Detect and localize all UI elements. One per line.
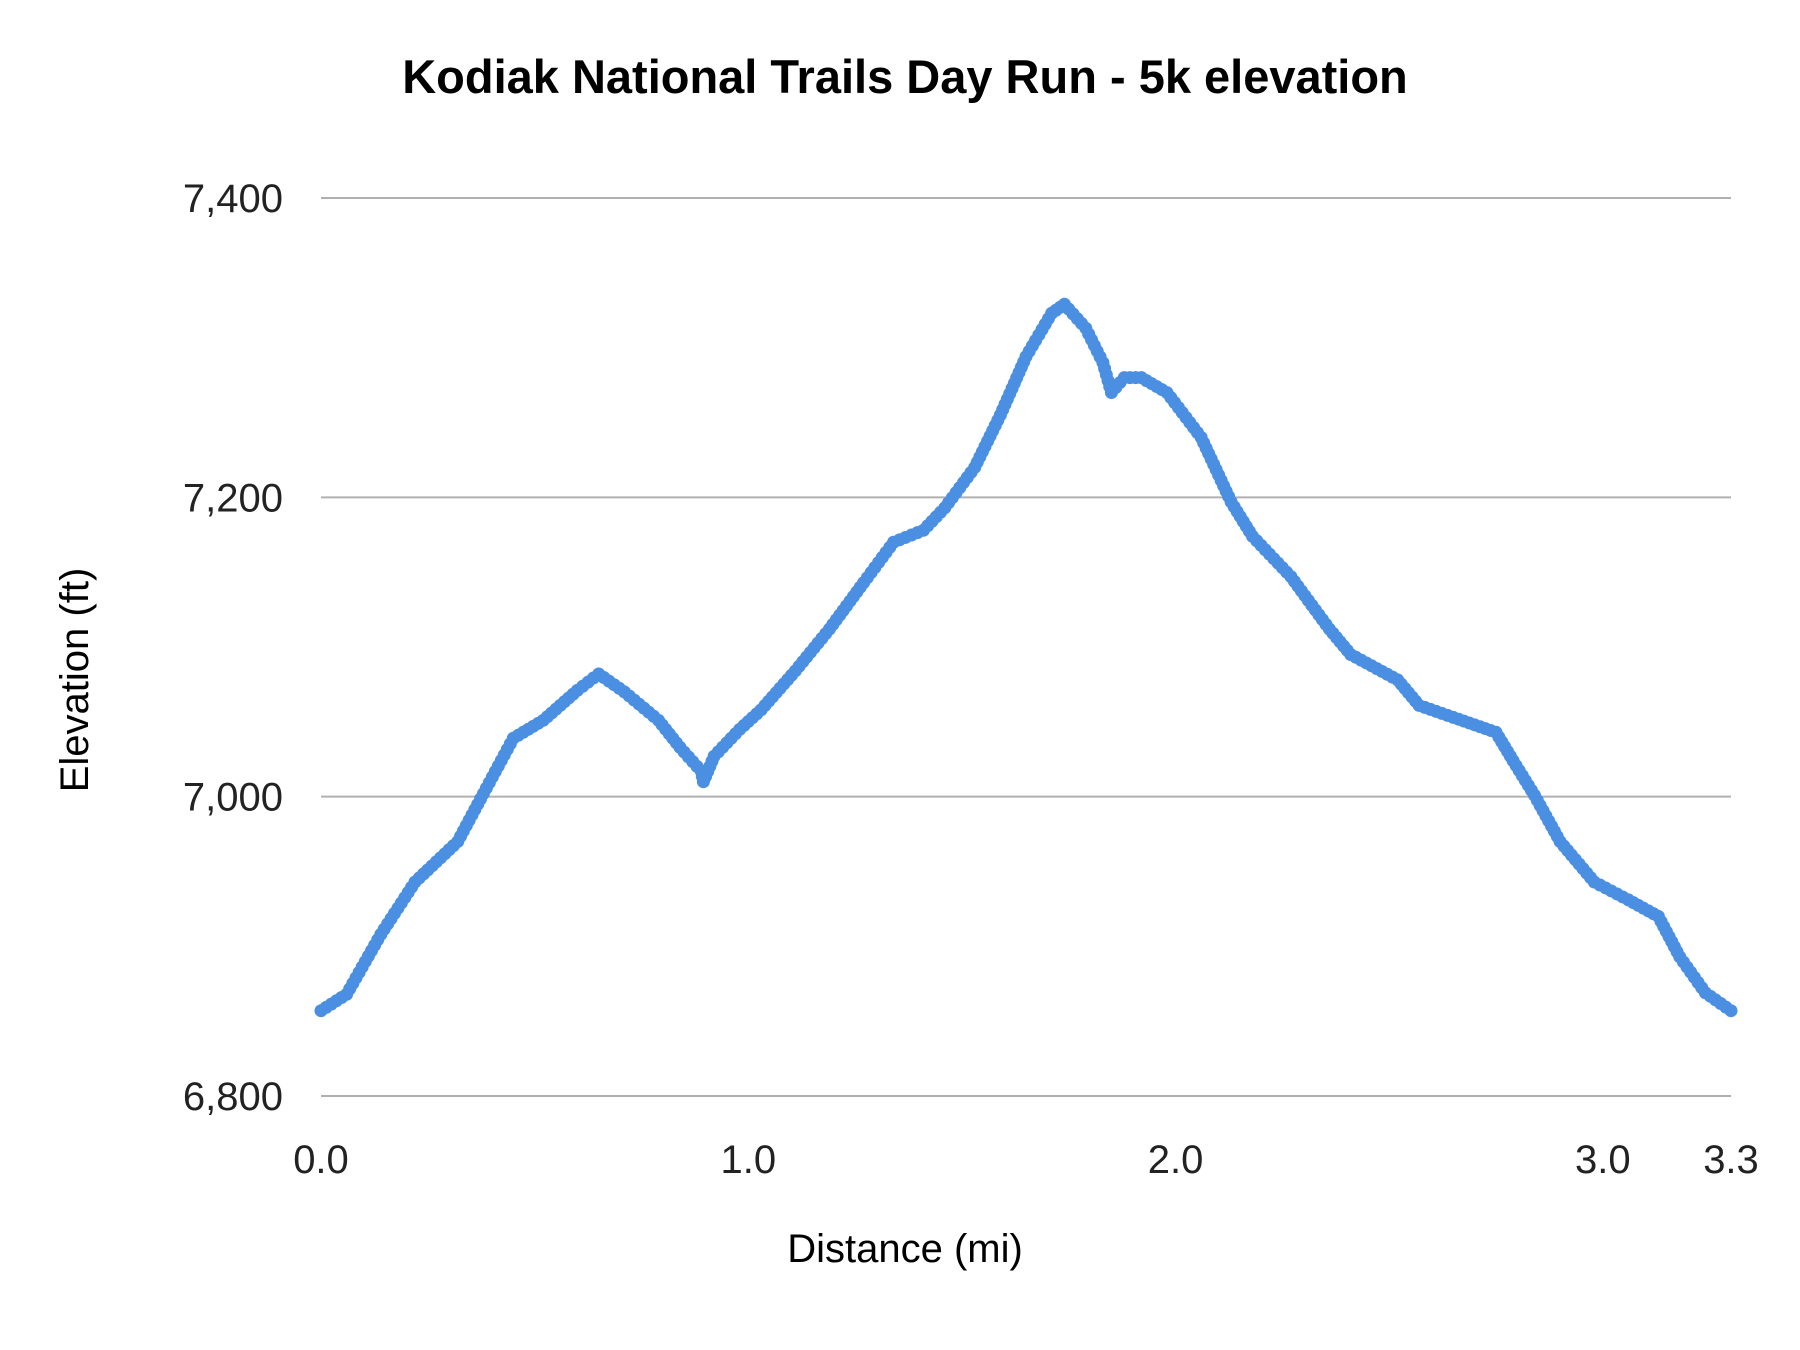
y-tick-label: 7,400 <box>183 177 283 221</box>
y-tick-label: 6,800 <box>183 1075 283 1119</box>
y-tick-labels: 6,800 7,000 7,200 7,400 <box>183 177 283 1119</box>
data-point <box>1724 1004 1738 1018</box>
y-axis-label: Elevation (ft) <box>53 568 97 793</box>
x-tick-label: 2.0 <box>1148 1138 1204 1182</box>
chart-title: Kodiak National Trails Day Run - 5k elev… <box>402 50 1408 103</box>
x-tick-label: 3.0 <box>1575 1138 1631 1182</box>
x-tick-label: 3.3 <box>1703 1138 1759 1182</box>
data-points <box>314 297 1738 1018</box>
x-tick-label: 1.0 <box>720 1138 776 1182</box>
y-tick-label: 7,000 <box>183 776 283 820</box>
x-axis-label: Distance (mi) <box>787 1227 1023 1271</box>
x-tick-labels: 0.0 1.0 2.0 3.0 3.3 <box>293 1138 1759 1182</box>
x-tick-label: 0.0 <box>293 1138 349 1182</box>
gridlines <box>321 197 1731 1097</box>
y-tick-label: 7,200 <box>183 476 283 520</box>
